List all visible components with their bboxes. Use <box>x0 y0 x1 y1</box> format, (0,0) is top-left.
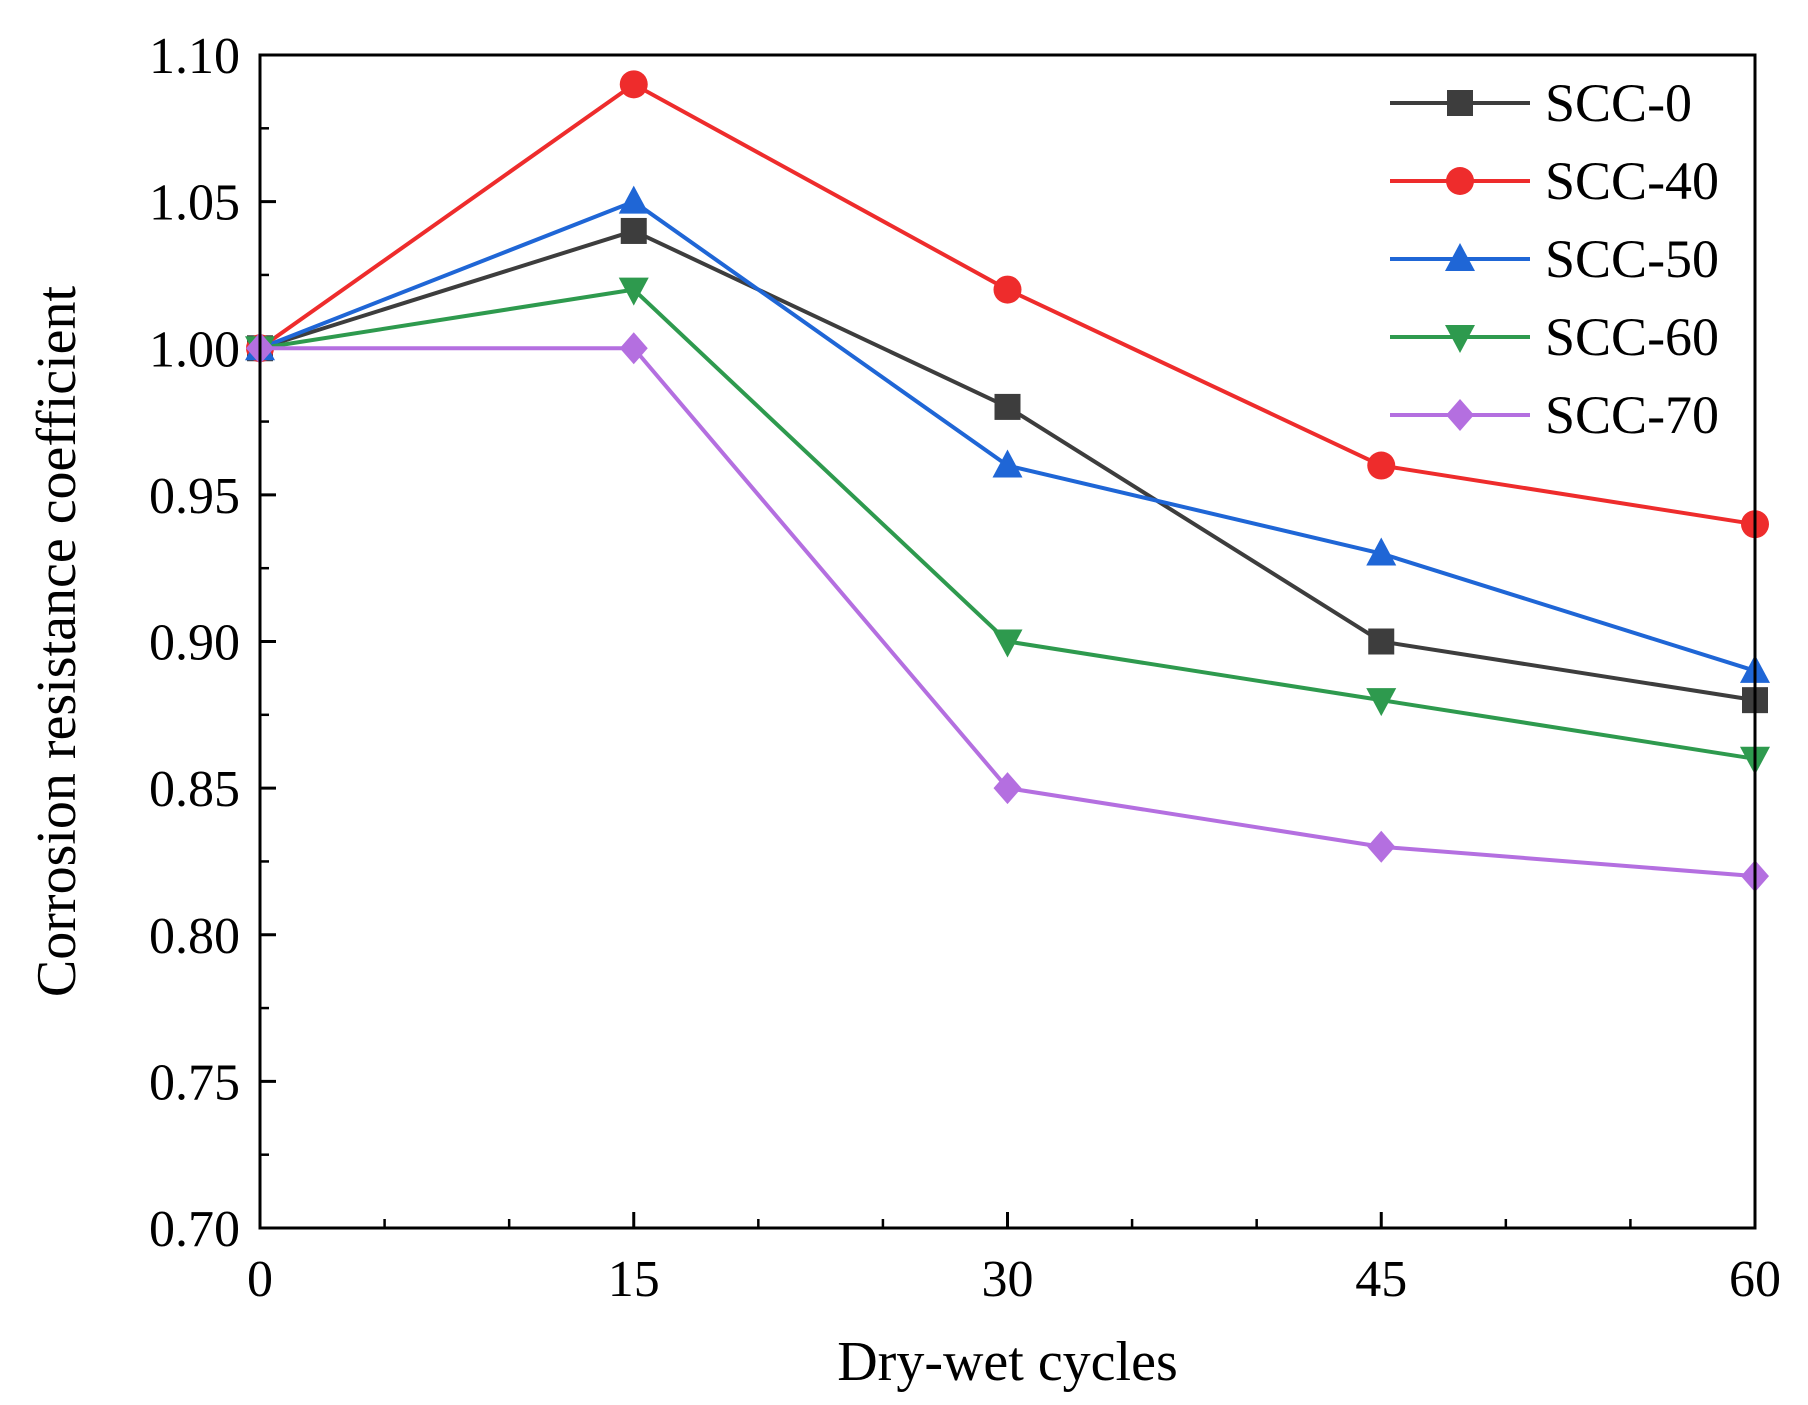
legend-item: SCC-40 <box>1390 151 1719 211</box>
y-tick-label: 0.95 <box>149 468 240 525</box>
data-point <box>619 332 648 365</box>
y-tick-label: 0.90 <box>149 615 240 672</box>
y-tick-labels: 0.70 0.75 0.80 0.85 0.90 0.95 1.00 1.05 1.10 <box>149 28 240 1258</box>
y-tick-label: 1.10 <box>149 28 240 85</box>
x-tick-label: 30 <box>982 1251 1034 1308</box>
data-point <box>618 185 649 214</box>
series-layer <box>245 70 1770 893</box>
data-point <box>618 277 649 306</box>
legend-label: SCC-0 <box>1545 73 1692 133</box>
legend-marker <box>1446 167 1474 195</box>
data-point <box>992 449 1023 478</box>
series-line <box>259 287 1756 761</box>
legend-item: SCC-50 <box>1390 229 1719 289</box>
series-line <box>259 199 1756 673</box>
x-tick-label: 60 <box>1729 1251 1781 1308</box>
plot-frame <box>258 53 1757 1230</box>
legend-item: SCC-60 <box>1390 307 1719 367</box>
legend: SCC-0 SCC-40 SCC-50 SCC-60 SCC-70 <box>1390 73 1719 445</box>
legend-item: SCC-0 <box>1390 73 1692 133</box>
x-tick-label: 15 <box>608 1251 660 1308</box>
legend-marker <box>1445 325 1475 353</box>
y-tick-label: 1.05 <box>149 175 240 232</box>
legend-marker <box>1446 399 1474 431</box>
data-point <box>994 393 1021 420</box>
y-tick-label: 0.85 <box>149 761 240 818</box>
data-point <box>1368 628 1395 655</box>
data-point <box>1367 451 1396 480</box>
data-point <box>620 217 647 244</box>
y-tick-label: 0.75 <box>149 1054 240 1111</box>
x-tick-label: 45 <box>1355 1251 1407 1308</box>
legend-label: SCC-60 <box>1545 307 1719 367</box>
y-axis-title: Corrosion resistance coefficient <box>26 285 88 997</box>
legend-marker <box>1445 243 1475 271</box>
minor-ticks <box>260 127 1632 1228</box>
legend-label: SCC-70 <box>1545 385 1719 445</box>
x-tick-label: 0 <box>247 1251 273 1308</box>
data-point <box>993 275 1022 304</box>
x-axis-title: Dry-wet cycles <box>837 1331 1178 1393</box>
series-scc-50 <box>245 185 1770 683</box>
data-point <box>993 772 1022 805</box>
y-tick-label: 0.70 <box>149 1201 240 1258</box>
data-point <box>1367 830 1396 863</box>
legend-item: SCC-70 <box>1390 385 1719 445</box>
y-tick-label: 0.80 <box>149 908 240 965</box>
data-point <box>1366 688 1397 717</box>
x-tick-labels: 0 15 30 45 60 <box>247 1251 1781 1308</box>
legend-label: SCC-50 <box>1545 229 1719 289</box>
legend-marker <box>1447 90 1473 116</box>
y-tick-label: 1.00 <box>149 321 240 378</box>
data-point <box>619 70 648 99</box>
data-point <box>992 629 1023 658</box>
legend-label: SCC-40 <box>1545 151 1719 211</box>
series-scc-60 <box>245 277 1770 775</box>
data-point <box>1366 537 1397 566</box>
